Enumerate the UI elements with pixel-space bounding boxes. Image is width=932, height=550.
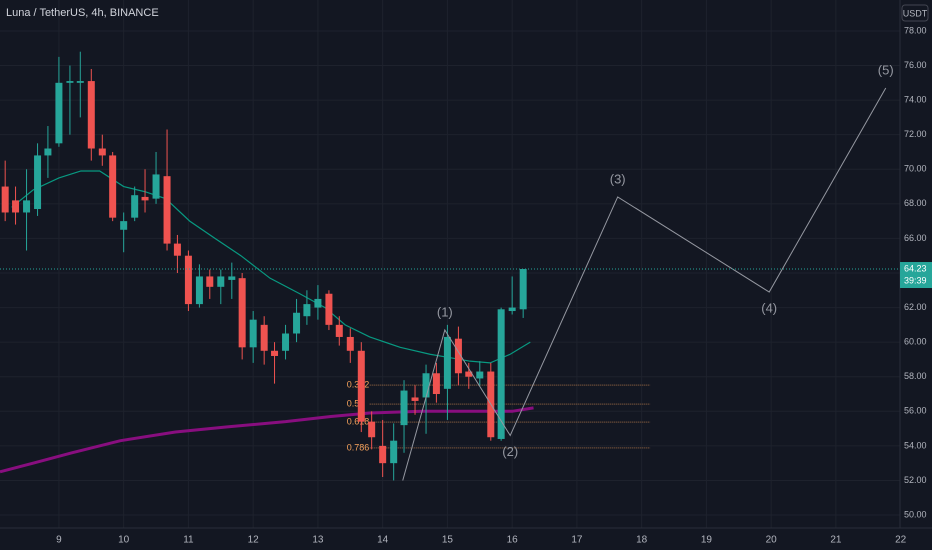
wave-label: (3) [610, 171, 626, 186]
x-tick-label: 14 [377, 535, 389, 546]
fib-level-label: 0.786 [347, 442, 370, 452]
last-price-label: 64.23 [904, 263, 927, 273]
candle-body [206, 276, 214, 287]
x-tick-label: 16 [507, 535, 519, 546]
candle-body [400, 390, 408, 426]
candle-body [303, 304, 311, 317]
candle-body [390, 440, 398, 464]
candle-body [173, 243, 181, 256]
currency-button[interactable] [901, 4, 929, 22]
candle-body [141, 196, 149, 201]
chart-title: Luna / TetherUS, 4h, BINANCE [6, 7, 159, 19]
x-tick-label: 10 [118, 535, 130, 546]
candle-body [411, 397, 419, 401]
candle-body [98, 148, 106, 156]
candle-body [422, 373, 430, 398]
y-tick-label: 52.00 [904, 475, 927, 485]
x-tick-label: 12 [248, 535, 260, 546]
candle-body [476, 371, 484, 379]
candle-body [34, 155, 42, 210]
candle-body [238, 278, 246, 348]
candle-body [357, 350, 365, 422]
candle-body [314, 298, 322, 308]
countdown-label: 39:39 [904, 275, 927, 285]
candle-body [282, 333, 290, 351]
y-tick-label: 76.00 [904, 60, 927, 70]
candle-body [432, 373, 440, 395]
candle-body [497, 309, 505, 439]
candle-body [335, 324, 343, 337]
candle-body [44, 148, 52, 156]
candle-body [184, 255, 192, 305]
wave-path [402, 87, 887, 481]
currency-label[interactable]: USDT [903, 8, 928, 18]
candle-body [87, 81, 95, 149]
y-tick-label: 68.00 [904, 198, 927, 208]
candle-body [152, 174, 160, 199]
axes: 9 10 11 12 13 14 15 16 17 18 19 20 21 22 50.00 52.00 54.… [56, 25, 932, 546]
moving-average-line [0, 406, 534, 474]
y-tick-label: 58.00 [904, 371, 927, 381]
wave-label: (4) [761, 300, 777, 315]
x-tick-label: 22 [895, 535, 907, 546]
candle-body [454, 338, 462, 374]
x-tick-label: 21 [830, 535, 842, 546]
candle-body [325, 293, 333, 325]
candle-body [519, 269, 527, 310]
x-tick-label: 11 [183, 535, 194, 546]
x-tick-label: 9 [56, 535, 62, 546]
candle-body [109, 155, 117, 218]
y-tick-label: 70.00 [904, 164, 927, 174]
plot-area: 0.3820.50.6180.786(1)(2)(3)(4)(5) [0, 0, 900, 528]
candle-body [508, 307, 516, 312]
candle-body [346, 336, 354, 351]
candle-body [55, 82, 63, 144]
candle-body [120, 221, 128, 230]
candle-body [66, 81, 74, 83]
wave-label: (2) [502, 444, 518, 459]
candle-body [379, 445, 387, 464]
y-tick-label: 78.00 [904, 25, 927, 35]
candle-body [1, 186, 9, 213]
y-tick-label: 56.00 [904, 406, 927, 416]
candle-body [271, 350, 279, 356]
candle-body [163, 176, 171, 244]
x-tick-label: 20 [766, 535, 778, 546]
x-tick-label: 13 [312, 535, 324, 546]
wave-label: (1) [437, 304, 453, 319]
candle-body [293, 312, 301, 334]
candle-body [23, 200, 31, 213]
last-price-tag [900, 262, 932, 289]
x-tick-label: 15 [442, 535, 454, 546]
candle-body [249, 319, 257, 348]
x-tick-label: 19 [701, 535, 713, 546]
y-tick-label: 50.00 [904, 509, 927, 519]
candle-body [131, 195, 139, 218]
y-tick-label: 54.00 [904, 440, 927, 450]
y-tick-label: 66.00 [904, 233, 927, 243]
candle-body [228, 276, 236, 280]
candle-body [217, 276, 225, 287]
candle-body [443, 336, 451, 389]
x-tick-label: 17 [571, 535, 583, 546]
y-tick-label: 72.00 [904, 129, 927, 139]
y-tick-label: 60.00 [904, 337, 927, 347]
y-tick-label: 62.00 [904, 302, 927, 312]
x-tick-label: 18 [636, 535, 648, 546]
candle-body [12, 200, 20, 213]
y-tick-label: 74.00 [904, 94, 927, 104]
candle-body [260, 324, 268, 351]
wave-label: (5) [878, 62, 894, 77]
fib-level-label: 0.5 [347, 398, 360, 408]
candle-body [465, 371, 473, 377]
candle-body [76, 81, 84, 83]
candle-body [368, 421, 376, 438]
candle-body [195, 276, 203, 305]
